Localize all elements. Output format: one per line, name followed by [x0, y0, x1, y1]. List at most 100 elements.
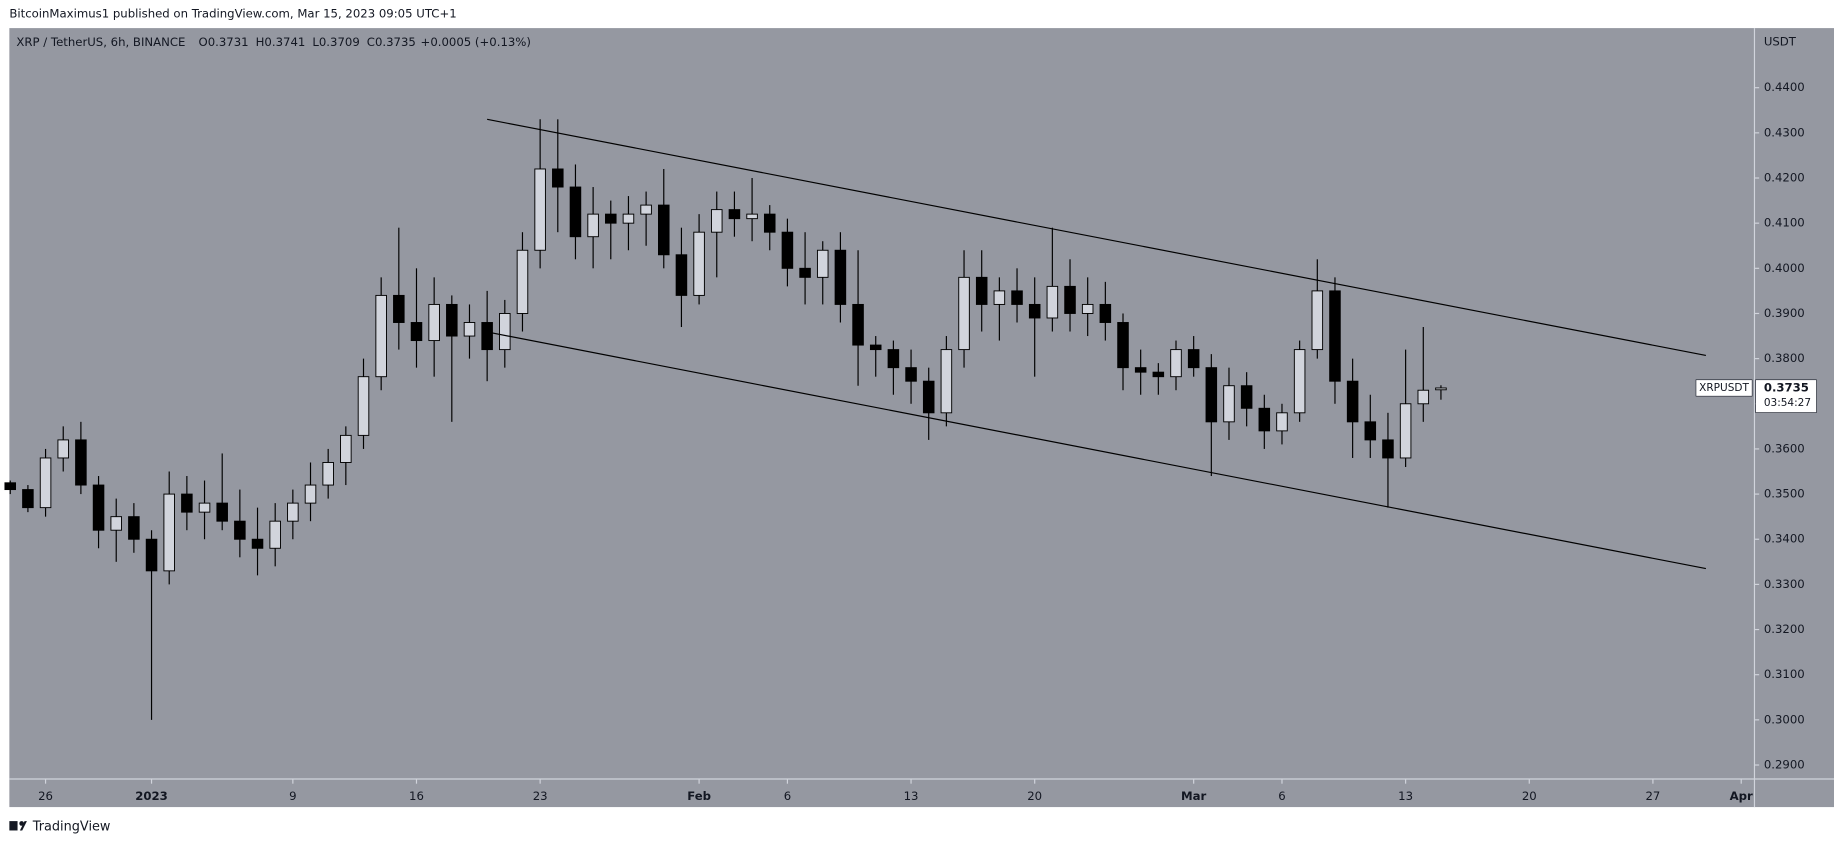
- candle-body: [658, 204, 670, 256]
- candle-body: [905, 367, 917, 382]
- candle-body: [375, 294, 387, 378]
- candle-body: [675, 254, 688, 296]
- candle-body: [92, 484, 105, 531]
- candle-body: [1293, 349, 1306, 414]
- candle-body: [958, 276, 970, 351]
- last-price: 0.3735: [1764, 380, 1809, 394]
- candle-body: [1028, 303, 1041, 319]
- x-tick-label: Apr: [1730, 789, 1753, 803]
- candle-body: [1170, 349, 1182, 378]
- logo-mark: [19, 821, 27, 831]
- candle-body: [1205, 367, 1218, 423]
- candle-body: [22, 489, 34, 509]
- candle-body: [234, 520, 246, 540]
- y-tick-label: 0.3800: [1764, 351, 1805, 365]
- y-tick-label: 0.3000: [1764, 712, 1805, 726]
- candle-body: [710, 209, 723, 233]
- candle-body: [975, 276, 988, 305]
- candle-body: [622, 213, 635, 224]
- x-tick-label: 23: [533, 789, 548, 803]
- candle-body: [1258, 407, 1271, 432]
- candle-body: [463, 322, 476, 337]
- candle-body: [834, 249, 847, 305]
- candle-body: [410, 322, 423, 342]
- ohlc-value: 0.3731: [208, 35, 249, 49]
- candle-body: [587, 213, 599, 238]
- candle-body: [75, 439, 87, 486]
- candle-body: [728, 209, 741, 220]
- x-tick-label: 6: [784, 789, 791, 803]
- candle-body: [322, 462, 334, 486]
- candle-body: [869, 344, 882, 351]
- candle-body: [128, 516, 140, 540]
- candle-body: [1064, 285, 1076, 314]
- y-tick-label: 0.3400: [1764, 532, 1805, 546]
- x-tick-label: 26: [38, 789, 53, 803]
- candle-body: [1311, 290, 1324, 351]
- ohlc-key: C: [367, 35, 375, 49]
- ohlc-value: 0.3709: [319, 35, 360, 49]
- candle-body: [4, 482, 17, 491]
- x-tick-label: 27: [1645, 789, 1660, 803]
- candle-body: [357, 376, 370, 436]
- tradingview-logo: TradingView: [9, 819, 110, 834]
- y-tick-label: 0.4100: [1764, 216, 1805, 230]
- candle-body: [887, 349, 900, 369]
- x-tick-label: Feb: [687, 789, 711, 803]
- y-tick-label: 0.3500: [1764, 487, 1805, 501]
- candle-body: [605, 213, 617, 224]
- x-tick-label: 2023: [135, 789, 168, 803]
- ohlc-key: H: [256, 35, 265, 49]
- candle-body: [251, 538, 264, 549]
- symbol-label: XRPUSDT: [1699, 382, 1749, 394]
- x-tick-label: 9: [289, 789, 296, 803]
- y-tick-label: 0.4400: [1764, 80, 1805, 94]
- candle-body: [1046, 285, 1059, 319]
- y-tick-label: 0.4200: [1764, 171, 1805, 185]
- y-tick-label: 0.4300: [1764, 125, 1805, 139]
- channel-line: [487, 118, 1707, 357]
- x-tick-label: 13: [1398, 789, 1413, 803]
- publisher: BitcoinMaximus1 published on TradingView…: [9, 7, 456, 21]
- plot-background: [9, 28, 1834, 808]
- channel-line: [487, 331, 1707, 570]
- candle-body: [1364, 421, 1377, 441]
- ohlc-key: L: [312, 35, 319, 49]
- candle-body: [110, 516, 122, 531]
- candle-body: [1152, 371, 1165, 378]
- ohlc-key: O: [198, 35, 207, 49]
- candle-body: [516, 249, 529, 314]
- candle-body: [1240, 385, 1253, 409]
- candle-body: [534, 168, 546, 251]
- candle-body: [746, 213, 758, 220]
- x-tick-label: 6: [1278, 789, 1285, 803]
- candle-body: [1346, 380, 1359, 423]
- candle-body: [799, 267, 811, 278]
- candle-body: [552, 168, 564, 188]
- candle-body: [1011, 290, 1023, 305]
- candle-body: [340, 434, 352, 463]
- countdown: 03:54:27: [1764, 397, 1811, 409]
- candle-body: [198, 502, 211, 513]
- x-tick-label: 16: [409, 789, 424, 803]
- price-change: +0.0005 (+0.13%): [421, 35, 531, 49]
- brand: TradingView: [32, 819, 111, 834]
- symbol: XRP / TetherUS, 6h, BINANCE: [16, 35, 185, 49]
- candle-body: [1099, 303, 1112, 323]
- x-tick-label: 20: [1027, 789, 1042, 803]
- candle-body: [1134, 367, 1147, 373]
- candle-body: [216, 502, 228, 522]
- candle-body: [1081, 303, 1094, 314]
- candle-body: [287, 502, 299, 522]
- candle-body: [145, 538, 158, 572]
- candle-body: [499, 313, 511, 351]
- y-tick-label: 0.4000: [1764, 261, 1805, 275]
- candle-body: [1382, 439, 1394, 459]
- y-tick-label: 0.2900: [1764, 758, 1805, 772]
- candle-body: [181, 493, 193, 513]
- y-tick-label: 0.3900: [1764, 306, 1805, 320]
- candle-body: [1117, 322, 1129, 369]
- candle-body: [39, 457, 52, 509]
- x-tick-label: Mar: [1181, 789, 1207, 803]
